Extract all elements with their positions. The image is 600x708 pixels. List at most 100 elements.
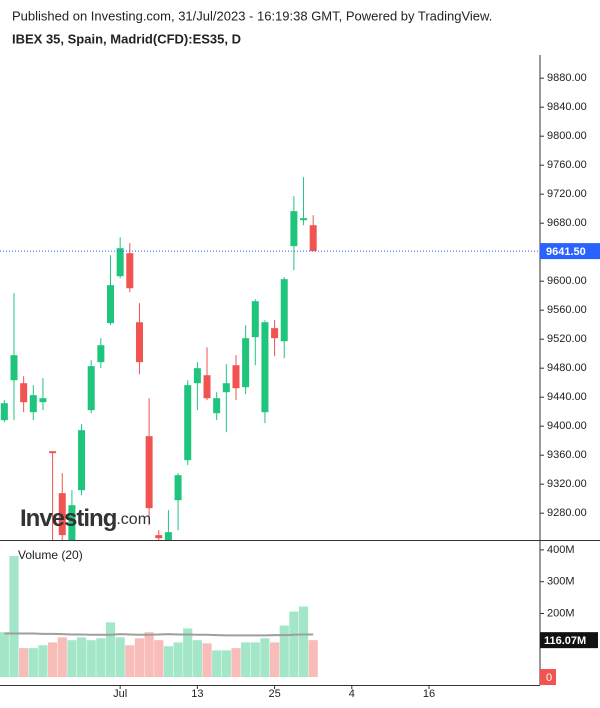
published-note: Published on Investing.com, 31/Jul/2023 … <box>12 8 492 23</box>
x-tick-label: 4 <box>349 688 355 700</box>
candle-body <box>107 285 115 324</box>
volume-bar <box>308 640 318 678</box>
candle-body <box>174 475 182 501</box>
volume-bar <box>38 645 48 678</box>
y-tick-label: 9840.00 <box>547 101 587 113</box>
x-tick-label: 25 <box>268 688 280 700</box>
volume-bar <box>173 642 183 678</box>
volume-bar <box>134 638 145 678</box>
y-tick-label: 9520.00 <box>547 333 587 345</box>
volume-bar <box>19 648 29 678</box>
volume-bar <box>212 650 222 678</box>
volume-bar <box>260 638 270 678</box>
volume-bar <box>183 628 193 678</box>
y-tick-label: 9760.00 <box>547 159 587 171</box>
volume-bar <box>279 625 289 678</box>
volume-bar <box>96 638 106 678</box>
y-tick-label: 9480.00 <box>547 362 587 374</box>
candle-body <box>155 535 163 539</box>
candle-body <box>280 279 288 342</box>
volume-pane <box>0 555 318 678</box>
candle-body <box>78 430 86 491</box>
candle-body <box>271 328 279 339</box>
candle-body <box>251 301 259 338</box>
y-tick-label: 9320.00 <box>547 478 587 490</box>
volume-last-label: 116.07M <box>544 635 586 647</box>
candle-body <box>87 366 95 411</box>
volume-bar <box>105 622 116 678</box>
y-tick-label: 9440.00 <box>547 391 587 403</box>
volume-bar <box>241 642 251 678</box>
volume-bar <box>57 637 67 678</box>
volume-bar <box>221 650 231 678</box>
candle-body <box>222 383 230 393</box>
volume-bar <box>154 640 164 678</box>
volume-bar <box>250 642 260 678</box>
zero-marker-box <box>540 669 556 686</box>
volume-last-box <box>540 632 598 649</box>
volume-bar <box>231 648 241 678</box>
volume-bar <box>86 640 96 678</box>
volume-bar <box>144 632 154 678</box>
y-tick-label: 9600.00 <box>547 275 587 287</box>
candle-body <box>29 395 37 413</box>
price-pane <box>0 177 540 540</box>
candle-body <box>49 451 57 454</box>
x-tick-label: Jul <box>113 688 127 700</box>
candle-body <box>126 253 134 289</box>
candle-body <box>232 365 240 389</box>
x-tick-label: 16 <box>423 688 435 700</box>
y-tick-label: 9800.00 <box>547 130 587 142</box>
candle-body <box>300 218 308 221</box>
symbol-title: IBEX 35, Spain, Madrid(CFD):ES35, D <box>12 31 241 46</box>
volume-bar <box>163 646 174 678</box>
y-tick-label: 9360.00 <box>547 449 587 461</box>
volume-bar <box>125 645 135 678</box>
candle-body <box>0 403 8 421</box>
candle-body <box>309 225 317 252</box>
candle-body <box>116 248 124 277</box>
watermark-brand: Investing <box>20 505 117 532</box>
candle-body <box>203 375 211 399</box>
candle-body <box>193 368 201 384</box>
candle-body <box>164 532 172 540</box>
candle-body <box>213 398 221 414</box>
last-price-box <box>540 243 600 260</box>
candle-body <box>290 211 298 247</box>
candle-body <box>39 398 47 403</box>
candle-body <box>58 493 66 536</box>
candle-body <box>20 383 28 403</box>
candle-body <box>10 355 18 381</box>
candle-body <box>145 436 153 509</box>
volume-bar <box>76 637 87 678</box>
y-tick-label: 9680.00 <box>547 217 587 229</box>
axes: 9280.00 9320.00 9360.00 9400.00 9440.00 9480.… <box>113 72 600 700</box>
y-tick-label: 9560.00 <box>547 304 587 316</box>
y-tick-label: 400M <box>547 544 575 556</box>
candle-body <box>97 345 105 363</box>
volume-bar <box>115 637 125 678</box>
y-tick-label: 300M <box>547 576 575 588</box>
y-tick-label: 200M <box>547 607 575 619</box>
y-tick-label: 9880.00 <box>547 72 587 84</box>
candle-body <box>135 322 143 363</box>
y-tick-label: 9720.00 <box>547 188 587 200</box>
volume-bar <box>67 640 77 678</box>
volume-bar <box>298 606 309 678</box>
candle-body <box>68 505 76 540</box>
candle-body <box>242 338 250 388</box>
y-tick-label: 9400.00 <box>547 420 587 432</box>
volume-title: Volume (20) <box>18 548 83 562</box>
volume-bar <box>192 640 202 678</box>
volume-bar <box>0 632 9 678</box>
last-price-label: 9641.50 <box>546 246 586 258</box>
volume-bar <box>269 642 280 678</box>
volume-bar <box>28 648 38 678</box>
volume-bar <box>202 643 212 678</box>
volume-ma-line <box>4 632 314 637</box>
watermark-suffix: .com <box>116 511 151 528</box>
y-tick-label: 9280.00 <box>547 507 587 519</box>
candle-body <box>261 322 269 413</box>
